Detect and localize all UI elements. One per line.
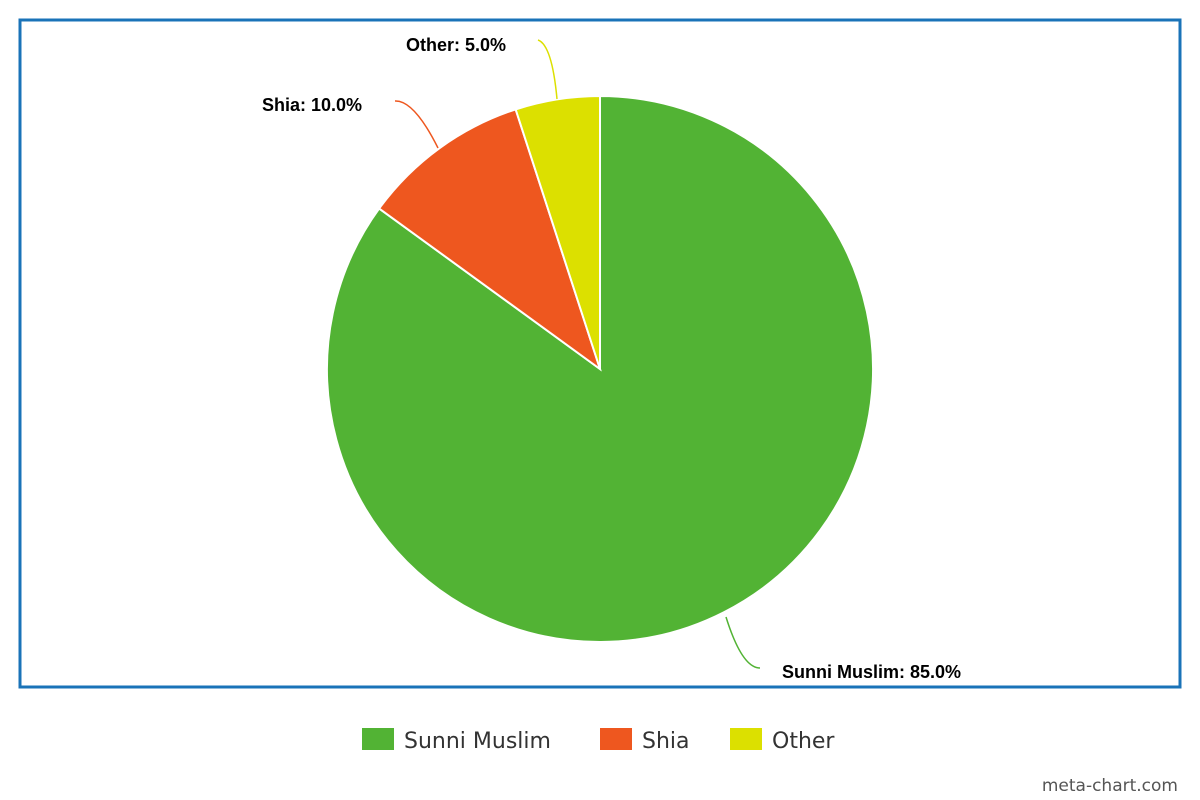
legend-item-shia[interactable]: Shia [600,728,690,754]
legend-label-shia: Shia [642,729,690,754]
leader-line-other [537,39,558,100]
legend-label-sunni-muslim: Sunni Muslim [404,729,551,754]
leader-line-sunni-muslim [725,616,761,669]
slice-label-shia: Shia: 10.0% [262,95,362,115]
legend-label-other: Other [772,729,835,754]
slice-label-other: Other: 5.0% [406,35,506,55]
leader-line-shia [394,100,439,149]
legend-swatch-sunni-muslim [362,728,394,750]
legend-item-sunni-muslim[interactable]: Sunni Muslim [362,728,551,754]
slice-label-group: Sunni Muslim: 85.0% Shia: 10.0% Other: 5… [262,35,961,682]
pie-slices [326,94,874,643]
legend: Sunni Muslim Shia Other [362,728,835,754]
legend-swatch-other [730,728,762,750]
legend-item-other[interactable]: Other [730,728,835,754]
pie-slice-shia[interactable] [377,108,602,372]
pie-slice-other[interactable] [514,94,601,370]
watermark: meta-chart.com [1042,776,1178,796]
slice-label-sunni-muslim: Sunni Muslim: 85.0% [782,662,961,682]
legend-swatch-shia [600,728,632,750]
